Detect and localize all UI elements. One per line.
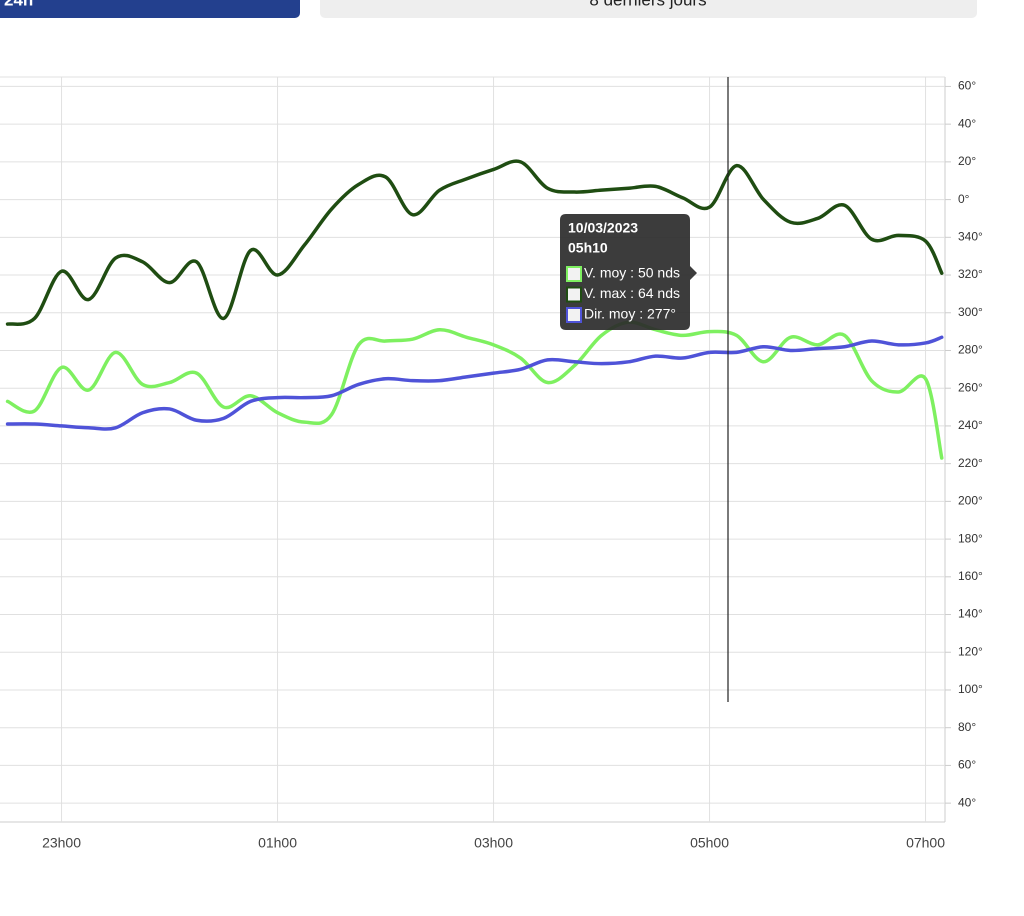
tooltip-swatch (566, 307, 582, 323)
x-tick-label: 23h00 (42, 835, 81, 851)
series-line (5, 320, 944, 460)
buttons: 24h 8 derniers jours (0, 0, 977, 18)
y-tick-label: 200° (958, 494, 983, 508)
series (5, 159, 944, 460)
y-tick-label: 20° (958, 154, 976, 168)
y-tick-label: 140° (958, 607, 983, 621)
y-tick-label: 240° (958, 418, 983, 432)
button-label: 8 derniers jours (589, 0, 706, 9)
grid: 40° 60° 80° 100° 120° 140° 160° 180° 200° 220° 240… (0, 76, 983, 851)
x-tick-label: 01h00 (258, 835, 297, 851)
y-tick-label: 160° (958, 569, 983, 583)
tooltip-date: 10/03/2023 (568, 220, 638, 236)
y-tick-label: 300° (958, 305, 983, 319)
tooltip-swatch (566, 266, 582, 282)
y-tick-label: 40° (958, 116, 976, 130)
series-line (5, 159, 944, 326)
y-tick-label: 280° (958, 343, 983, 357)
y-tick-label: 120° (958, 644, 983, 658)
y-tick-label: 260° (958, 380, 983, 394)
y-tick-label: 100° (958, 682, 983, 696)
y-tick-label: 40° (958, 795, 976, 809)
tooltip-line: V. max : 64 nds (584, 285, 680, 301)
y-tick-label: 60° (958, 758, 976, 772)
x-tick-label: 03h00 (474, 835, 513, 851)
series-line (5, 335, 944, 431)
button-8-days[interactable] (320, 0, 977, 18)
y-tick-label: 180° (958, 531, 983, 545)
tooltip: 10/03/2023 05h10 V. moy : 50 nds V. max :… (560, 214, 697, 330)
tooltip-time: 05h10 (568, 240, 608, 256)
button-24h[interactable] (0, 0, 300, 18)
button-label: 24h (4, 0, 33, 9)
tooltip-line: Dir. moy : 277° (584, 306, 676, 322)
tooltip-swatch (566, 286, 582, 303)
y-tick-label: 320° (958, 267, 983, 281)
y-tick-label: 340° (958, 229, 983, 243)
x-tick-label: 07h00 (906, 835, 945, 851)
tooltip-box (560, 214, 697, 330)
x-tick-label: 05h00 (690, 835, 729, 851)
tooltip-line: V. moy : 50 nds (584, 265, 680, 281)
y-tick-label: 0° (958, 192, 970, 206)
y-tick-label: 80° (958, 720, 976, 734)
y-tick-label: 60° (958, 79, 976, 93)
y-tick-label: 220° (958, 456, 983, 470)
